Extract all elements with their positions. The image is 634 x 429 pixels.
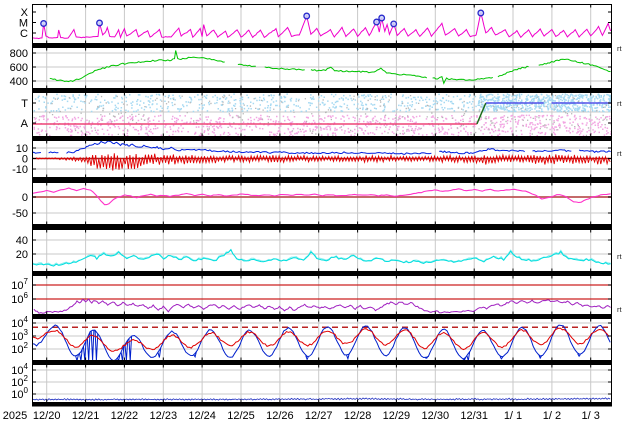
y-tick-label: 400 (10, 76, 28, 88)
panel-separator (32, 402, 612, 407)
gridlines (32, 182, 612, 225)
gridlines (32, 364, 612, 403)
gridlines (32, 318, 612, 361)
flare-marker (390, 20, 398, 28)
panel-xray-flux: XMC (19, 4, 612, 44)
y-tick-label: 107 (11, 277, 28, 292)
y-tick-label: 40 (16, 235, 28, 247)
panel-geomagnetic-index: 0-50 (12, 182, 612, 225)
imf-sector-dots (33, 94, 612, 137)
electron-flux-goes-a (32, 327, 610, 352)
y-tick-label: -50 (12, 208, 28, 220)
y-tick-label: 0 (22, 192, 28, 204)
panel-border (32, 182, 612, 225)
realtime-tag: rt (617, 149, 622, 158)
panel-border (32, 4, 612, 44)
x-tick-label: 12/31 (460, 410, 488, 422)
panel-separator (32, 224, 612, 230)
panel-solar-wind-speed: 800 600 400 (10, 47, 612, 89)
y-tick-label: 102 (11, 341, 28, 356)
panel-separator (32, 136, 612, 141)
y-tick-label: 20 (16, 249, 28, 261)
y-tick-label: 0 (22, 154, 28, 166)
y-tick-label: T (21, 98, 28, 110)
imf-sector-sector-transition (476, 102, 487, 125)
panel-separator (32, 360, 612, 365)
y-tick-label: C (20, 28, 28, 40)
x-tick-label: 12/26 (266, 410, 294, 422)
imf-sector-dots (33, 93, 612, 113)
x-tick-label: 1/ 2 (543, 410, 561, 422)
flare-marker (96, 19, 103, 27)
gridlines (32, 229, 612, 272)
x-tick-label: 1/ 1 (504, 410, 522, 422)
gridlines (46, 4, 592, 44)
xray-flux-goes-xray (32, 12, 612, 40)
gridlines (46, 275, 592, 315)
y-tick-label: 104 (11, 315, 28, 330)
panel-border (32, 275, 612, 315)
solar-wind-speed-speed (49, 50, 611, 85)
y-tick-label: M (19, 18, 28, 30)
panel-imf-field: 100-10 (12, 140, 612, 178)
proton-flux-protons (32, 397, 611, 401)
x-tick-label: 12/29 (383, 410, 411, 422)
realtime-tag: rt (617, 252, 622, 261)
y-tick-label: 100 (11, 386, 28, 401)
electron-fluence-fluence (33, 298, 611, 314)
panel-border (32, 229, 612, 272)
x-tick-label: 12/27 (305, 410, 333, 422)
x-axis-year: 2025 (3, 410, 27, 422)
y-tick-label: 10 (16, 143, 28, 155)
imf-field-bz (32, 153, 611, 171)
y-tick-label: 800 (10, 48, 28, 60)
flare-marker (40, 20, 48, 27)
flare-marker (477, 9, 485, 17)
x-tick-label: 12/21 (72, 410, 100, 422)
y-tick-label: 106 (11, 291, 28, 306)
x-tick-label: 12/25 (227, 410, 255, 422)
realtime-tag: rt (617, 305, 622, 314)
imf-sector-dots (33, 114, 612, 137)
electron-flux-goes-b (32, 324, 611, 361)
panel-separator (32, 177, 612, 183)
panel-border (32, 92, 612, 137)
solar-wind-density-density (32, 248, 611, 267)
panel-separator (32, 314, 612, 319)
x-tick-label: 12/24 (188, 410, 216, 422)
y-tick-label: X (21, 7, 29, 19)
panel-separator (32, 271, 612, 276)
x-tick-label: 12/20 (33, 410, 61, 422)
y-tick-label: A (21, 118, 29, 130)
panel-separator (32, 88, 612, 93)
x-tick-label: 12/23 (150, 410, 178, 422)
panel-separator (32, 43, 612, 48)
geomagnetic-index-index (32, 187, 611, 206)
x-axis: 2025 12/20 12/21 12/22 12/23 12/24 12/25 12/26 1… (3, 410, 600, 422)
x-tick-label: 1/ 3 (582, 410, 600, 422)
panel-imf-sector: TA (21, 92, 612, 137)
x-tick-label: 12/30 (422, 410, 450, 422)
imf-field-bt (32, 140, 611, 155)
y-tick-label: 600 (10, 62, 28, 74)
gridlines (32, 47, 612, 89)
flare-marker (378, 14, 386, 22)
y-tick-label: 102 (11, 374, 28, 389)
realtime-tag: rt (617, 99, 622, 108)
flare-marker (303, 12, 311, 20)
flare-marker (373, 18, 381, 26)
x-tick-label: 12/28 (344, 410, 372, 422)
y-tick-label: -10 (12, 164, 28, 176)
realtime-tag: rt (617, 44, 622, 53)
y-tick-label: 103 (11, 328, 28, 343)
y-tick-label: 104 (11, 362, 28, 377)
x-tick-label: 12/22 (111, 410, 139, 422)
